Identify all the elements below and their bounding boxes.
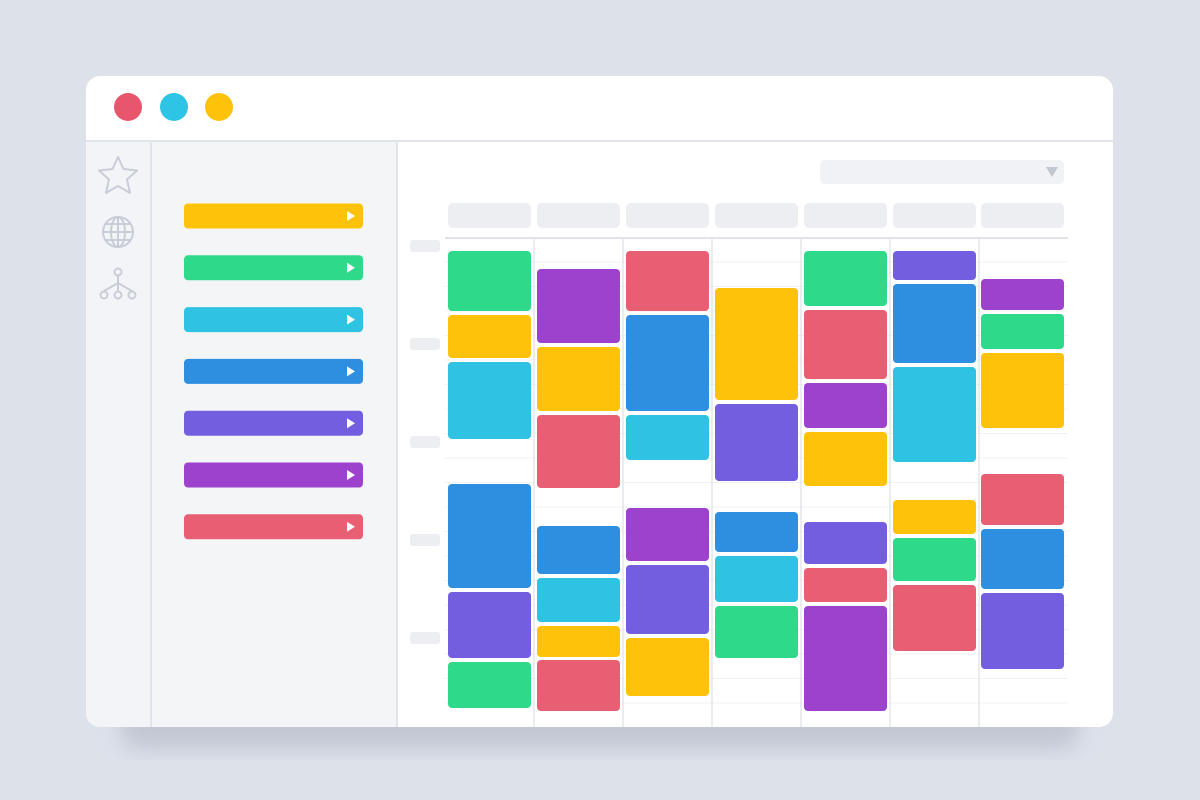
- calendar-event[interactable]: [448, 362, 531, 439]
- calendar-event[interactable]: [893, 284, 976, 363]
- calendar-event[interactable]: [537, 347, 620, 411]
- calendar-event[interactable]: [715, 512, 798, 552]
- calendar-event[interactable]: [981, 529, 1064, 589]
- day-header: [626, 203, 709, 228]
- dropdown[interactable]: [820, 160, 1064, 184]
- calendar-event[interactable]: [448, 484, 531, 588]
- day-header: [981, 203, 1064, 228]
- calendar-event[interactable]: [804, 606, 887, 711]
- day-header: [448, 203, 531, 228]
- calendar-event[interactable]: [448, 592, 531, 658]
- calendar-event[interactable]: [804, 568, 887, 602]
- time-label: [410, 534, 440, 546]
- play-icon: [347, 314, 355, 325]
- calendar-event[interactable]: [537, 578, 620, 622]
- minimize-button[interactable]: [160, 93, 188, 121]
- calendar-event[interactable]: [626, 565, 709, 634]
- time-label: [410, 240, 440, 252]
- day-header: [893, 203, 976, 228]
- calendar-event[interactable]: [537, 526, 620, 574]
- calendar-event[interactable]: [715, 606, 798, 658]
- sidebar-button[interactable]: [184, 410, 363, 436]
- calendar-event[interactable]: [893, 251, 976, 280]
- calendar-event[interactable]: [537, 269, 620, 343]
- calendar-event[interactable]: [804, 432, 887, 486]
- play-icon: [347, 211, 355, 221]
- close-button[interactable]: [114, 93, 142, 121]
- calendar-event[interactable]: [448, 315, 531, 358]
- day-header: [715, 203, 798, 228]
- calendar-event[interactable]: [537, 415, 620, 488]
- time-label: [410, 632, 440, 644]
- calendar-event[interactable]: [981, 314, 1064, 349]
- calendar-event[interactable]: [537, 626, 620, 657]
- calendar-event[interactable]: [893, 538, 976, 581]
- calendar-event[interactable]: [981, 279, 1064, 310]
- time-label: [410, 338, 440, 350]
- time-label: [410, 436, 440, 448]
- calendar-event[interactable]: [893, 585, 976, 651]
- calendar-event[interactable]: [715, 556, 798, 602]
- calendar-event[interactable]: [804, 251, 887, 306]
- sidebar-button[interactable]: [184, 255, 363, 281]
- play-icon: [347, 366, 355, 377]
- calendar-event[interactable]: [626, 251, 709, 311]
- sidebar-button[interactable]: [184, 358, 363, 384]
- play-icon: [347, 470, 355, 480]
- calendar-event[interactable]: [804, 383, 887, 428]
- calendar-event[interactable]: [626, 315, 709, 411]
- calendar-event[interactable]: [715, 288, 798, 400]
- calendar-event[interactable]: [981, 593, 1064, 669]
- calendar-event[interactable]: [626, 638, 709, 696]
- calendar-event[interactable]: [626, 508, 709, 561]
- calendar-event[interactable]: [448, 251, 531, 311]
- network-icon[interactable]: [99, 267, 137, 300]
- calendar-event[interactable]: [893, 500, 976, 534]
- sidebar-button[interactable]: [184, 514, 363, 540]
- day-header: [804, 203, 887, 228]
- calendar-event[interactable]: [715, 404, 798, 481]
- dropdown-arrow: [1046, 167, 1058, 177]
- calendar-event[interactable]: [804, 310, 887, 379]
- calendar-event[interactable]: [893, 367, 976, 462]
- calendar-event[interactable]: [537, 660, 620, 711]
- play-icon: [347, 521, 355, 532]
- play-icon: [347, 418, 355, 429]
- sidebar-button[interactable]: [184, 462, 363, 488]
- play-icon: [347, 262, 355, 273]
- sidebar-button[interactable]: [184, 307, 363, 333]
- calendar-event[interactable]: [448, 662, 531, 708]
- calendar-event[interactable]: [626, 415, 709, 460]
- globe-icon[interactable]: [102, 216, 134, 248]
- sidebar-button[interactable]: [184, 203, 363, 229]
- star-icon[interactable]: [98, 156, 138, 194]
- day-header: [537, 203, 620, 228]
- calendar-event[interactable]: [804, 522, 887, 564]
- calendar: [184, 203, 1068, 727]
- calendar-event[interactable]: [981, 474, 1064, 525]
- maximize-button[interactable]: [205, 93, 233, 121]
- calendar-event[interactable]: [981, 353, 1064, 428]
